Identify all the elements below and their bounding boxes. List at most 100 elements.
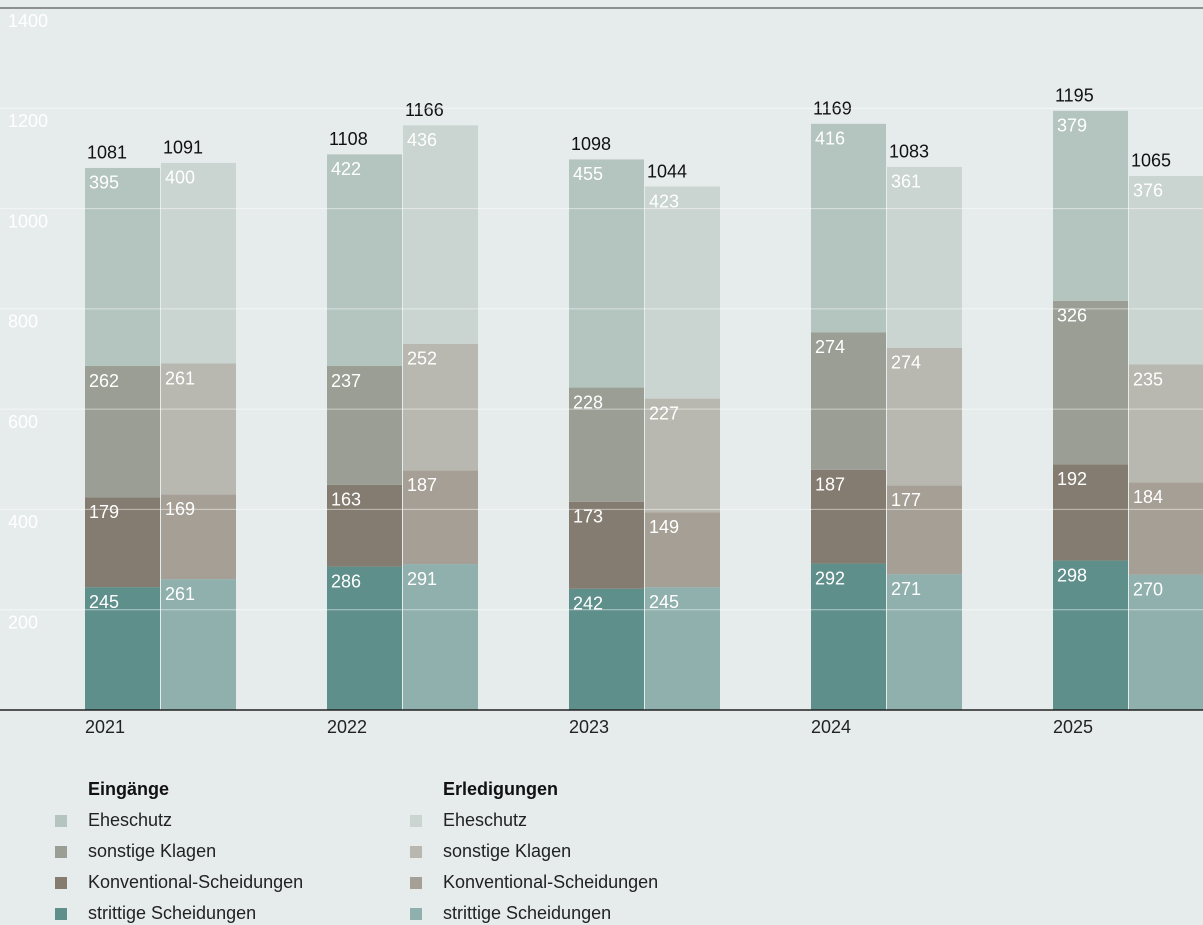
legend-label: Konventional-Scheidungen bbox=[443, 872, 658, 892]
total-label: 1195 bbox=[1055, 86, 1094, 106]
legend-swatch bbox=[55, 815, 67, 827]
bar-segment bbox=[887, 166, 962, 348]
bar-segment bbox=[645, 398, 720, 513]
bar-segment bbox=[85, 167, 160, 367]
legend-swatch bbox=[410, 815, 422, 827]
bar-segment bbox=[161, 162, 236, 364]
segment-label: 379 bbox=[1057, 116, 1087, 136]
segment-label: 274 bbox=[815, 337, 845, 357]
bar-segment bbox=[645, 186, 720, 399]
segment-label: 292 bbox=[815, 568, 845, 588]
legend-label: Eheschutz bbox=[443, 810, 527, 830]
segment-label: 163 bbox=[331, 490, 361, 510]
segment-label: 395 bbox=[89, 173, 119, 193]
bar-segment bbox=[327, 566, 402, 710]
segment-label: 187 bbox=[407, 475, 437, 495]
x-tick-label: 2023 bbox=[569, 717, 609, 737]
bar-segment bbox=[569, 159, 644, 388]
segment-label: 177 bbox=[891, 490, 921, 510]
segment-label: 376 bbox=[1133, 181, 1163, 201]
total-label: 1044 bbox=[647, 161, 687, 181]
segment-label: 235 bbox=[1133, 369, 1163, 389]
segment-label: 455 bbox=[573, 164, 603, 184]
segment-label: 261 bbox=[165, 368, 195, 388]
segment-label: 245 bbox=[89, 592, 119, 612]
legend-swatch bbox=[410, 877, 422, 889]
bar-segment bbox=[327, 366, 402, 485]
x-tick-label: 2022 bbox=[327, 717, 367, 737]
total-label: 1081 bbox=[87, 143, 127, 163]
segment-label: 416 bbox=[815, 129, 845, 149]
y-tick-label: 600 bbox=[8, 412, 38, 432]
y-tick-label: 1400 bbox=[8, 11, 48, 31]
y-tick-label: 800 bbox=[8, 312, 38, 332]
segment-label: 361 bbox=[891, 172, 921, 192]
bar-segment bbox=[811, 469, 886, 564]
legend-swatch bbox=[410, 908, 422, 920]
total-label: 1108 bbox=[329, 129, 368, 149]
segment-label: 436 bbox=[407, 130, 437, 150]
bar-segment bbox=[85, 497, 160, 588]
bar-segment bbox=[645, 512, 720, 588]
segment-label: 298 bbox=[1057, 565, 1087, 585]
segment-label: 187 bbox=[815, 475, 845, 495]
segment-label: 242 bbox=[573, 593, 603, 613]
total-label: 1065 bbox=[1131, 151, 1171, 171]
bar-segment bbox=[569, 501, 644, 589]
segment-label: 179 bbox=[89, 502, 119, 522]
legend-swatch bbox=[55, 908, 67, 920]
segment-label: 245 bbox=[649, 592, 679, 612]
legend-swatch bbox=[410, 846, 422, 858]
segment-label: 422 bbox=[331, 159, 361, 179]
bar-segment bbox=[1129, 482, 1203, 575]
segment-label: 252 bbox=[407, 349, 437, 369]
segment-label: 227 bbox=[649, 403, 679, 423]
segment-label: 286 bbox=[331, 571, 361, 591]
y-tick-label: 1200 bbox=[8, 111, 48, 131]
segment-label: 228 bbox=[573, 392, 603, 412]
bar-segment bbox=[85, 587, 160, 710]
x-tick-label: 2024 bbox=[811, 717, 851, 737]
total-label: 1166 bbox=[405, 100, 444, 120]
bar-segment bbox=[327, 484, 402, 567]
bar-segment bbox=[1129, 175, 1203, 365]
segment-label: 237 bbox=[331, 371, 361, 391]
y-tick-label: 200 bbox=[8, 612, 38, 632]
bar-segment bbox=[1053, 110, 1128, 301]
bar-segment bbox=[403, 125, 478, 344]
segment-label: 291 bbox=[407, 569, 437, 589]
segment-label: 274 bbox=[891, 353, 921, 373]
legend-label: Eheschutz bbox=[88, 810, 172, 830]
y-tick-label: 400 bbox=[8, 512, 38, 532]
segment-label: 271 bbox=[891, 579, 921, 599]
x-tick-label: 2021 bbox=[85, 717, 125, 737]
bar-segment bbox=[1053, 300, 1128, 465]
bar-segment bbox=[327, 154, 402, 367]
segment-label: 184 bbox=[1133, 487, 1163, 507]
total-label: 1091 bbox=[163, 138, 203, 158]
bar-segment bbox=[887, 347, 962, 486]
segment-label: 261 bbox=[165, 584, 195, 604]
segment-label: 149 bbox=[649, 517, 679, 537]
segment-label: 400 bbox=[165, 168, 195, 188]
bar-segment bbox=[811, 332, 886, 470]
legend-label: sonstige Klagen bbox=[88, 841, 216, 861]
total-label: 1083 bbox=[889, 142, 929, 162]
bar-segment bbox=[161, 363, 236, 495]
legend-label: strittige Scheidungen bbox=[88, 903, 256, 923]
bar-segment bbox=[161, 579, 236, 710]
legend-label: strittige Scheidungen bbox=[443, 903, 611, 923]
bar-segment bbox=[811, 123, 886, 333]
segment-label: 173 bbox=[573, 507, 603, 527]
segment-label: 326 bbox=[1057, 306, 1087, 326]
segment-label: 262 bbox=[89, 371, 119, 391]
bar-segment bbox=[569, 588, 644, 710]
legend-label: sonstige Klagen bbox=[443, 841, 571, 861]
bar-segment bbox=[569, 387, 644, 502]
bar-segment bbox=[403, 470, 478, 565]
bar-segment bbox=[645, 587, 720, 710]
bar-segment bbox=[811, 563, 886, 710]
bar-segment bbox=[887, 485, 962, 575]
bar-segment bbox=[887, 574, 962, 710]
